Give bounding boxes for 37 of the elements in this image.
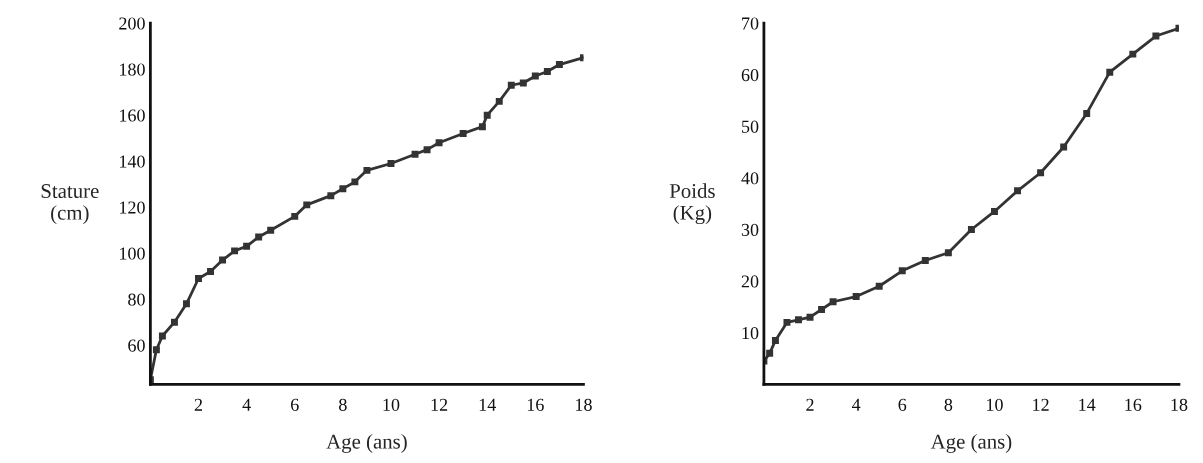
y-tick-label: 20 xyxy=(741,275,759,288)
x-tick-label: 8 xyxy=(944,398,953,411)
y-tick-label: 120 xyxy=(120,201,145,214)
x-tick-label: 16 xyxy=(1125,398,1142,411)
y-tick-label: 70 xyxy=(742,17,759,30)
y-tick-label: 100 xyxy=(120,247,145,260)
x-tick-label: 2 xyxy=(194,398,203,411)
x-tick-label: 18 xyxy=(576,398,592,411)
x-tick-label: 6 xyxy=(898,398,907,411)
y-tick-label: 200 xyxy=(119,17,145,30)
x-tick-label: 12 xyxy=(431,398,448,411)
x-axis-title: Age (ans) xyxy=(930,434,1012,453)
y-tick-label: 80 xyxy=(128,293,145,306)
y-tick-label: 60 xyxy=(741,69,759,82)
x-tick-label: 10 xyxy=(987,398,1003,411)
y-tick-label: 140 xyxy=(120,155,145,168)
y-axis-title: Stature (cm) xyxy=(41,184,99,225)
y-tick-label: 160 xyxy=(120,109,145,122)
y-tick-label: 60 xyxy=(128,339,145,352)
y-axis-title: Poids (Kg) xyxy=(669,183,715,225)
x-axis-title: Age (ans) xyxy=(326,434,407,453)
x-tick-label: 4 xyxy=(242,398,251,411)
y-tick-label: 10 xyxy=(742,326,759,340)
x-tick-label: 14 xyxy=(479,398,496,411)
y-tick-label: 180 xyxy=(120,63,145,76)
y-tick-label: 50 xyxy=(742,120,759,133)
y-tick-label: 30 xyxy=(741,223,759,236)
x-tick-label: 8 xyxy=(339,398,347,411)
x-tick-label: 4 xyxy=(851,398,861,411)
y-tick-label: 40 xyxy=(741,172,759,185)
x-tick-label: 2 xyxy=(806,398,814,411)
x-tick-label: 14 xyxy=(1079,398,1096,411)
x-tick-label: 12 xyxy=(1033,398,1049,411)
x-tick-label: 16 xyxy=(527,398,544,411)
x-tick-label: 18 xyxy=(1171,398,1188,411)
x-tick-label: 10 xyxy=(383,398,400,411)
x-tick-label: 6 xyxy=(291,398,299,411)
